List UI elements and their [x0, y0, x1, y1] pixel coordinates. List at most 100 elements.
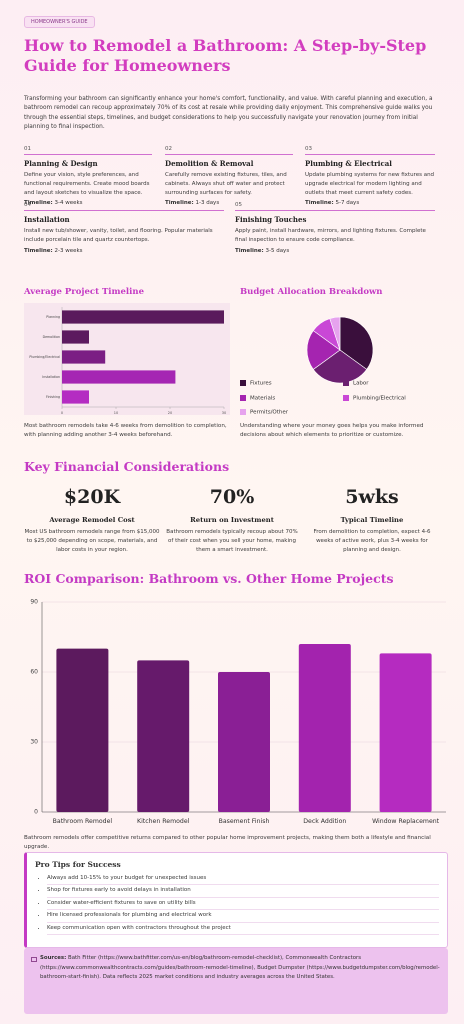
tip: Shop for fixtures early to avoid delays … [47, 885, 439, 898]
x-tick-label: Bathroom Remodel [53, 818, 113, 825]
bar [56, 648, 109, 812]
tips-list: Always add 10-15% to your budget for une… [35, 873, 439, 936]
y-tick-label: Demolition [43, 335, 60, 339]
stat-label: Average Remodel Cost [49, 516, 135, 524]
legend-label: Materials [250, 396, 275, 402]
step: 04 Installation Install new tub/shower, va… [24, 202, 224, 254]
step-title: Demolition & Removal [165, 159, 254, 168]
intro: Transforming your bathroom can significa… [24, 96, 433, 130]
x-tick-label: 20 [168, 411, 172, 415]
sources-icon [31, 957, 37, 962]
legend-label: Fixtures [250, 381, 272, 387]
roi-caption: Bathroom remodels offer competitive retu… [24, 835, 431, 850]
step: 05 Finishing Touches Apply paint, install … [235, 202, 435, 254]
pie-slice [339, 316, 374, 370]
x-tick-label: 10 [114, 411, 118, 415]
tips-box: Pro Tips for Success Always add 10-15% t… [24, 852, 448, 948]
timeline-value: 2-3 weeks [54, 247, 83, 254]
budget-caption: Understanding where your money goes help… [240, 423, 424, 438]
tips-title: Pro Tips for Success [35, 860, 121, 869]
y-tick-label: Planning [46, 315, 60, 319]
bar [298, 644, 351, 812]
stat-text: Most US bathroom remodels range from $15… [24, 529, 160, 553]
step-timeline: Timeline: 2-3 weeks [24, 248, 224, 254]
step-number: 02 [165, 146, 293, 155]
legend-swatch [240, 409, 246, 415]
step-title: Installation [24, 215, 70, 224]
pie-slice [329, 316, 341, 351]
timeline-chart: 0 10 20 30 Planning Demolition Plumbing/Electr… [24, 303, 230, 415]
step-title: Plumbing & Electrical [305, 159, 392, 168]
tip: Consider water-efficient fixtures to sav… [47, 898, 439, 911]
y-tick-label: Installation [42, 375, 60, 379]
step-number: 01 [24, 146, 152, 155]
tip: Hire licensed professionals for plumbing… [47, 910, 439, 923]
y-tick-label: 60 [30, 669, 38, 676]
step-number: 05 [235, 202, 435, 211]
tip: Always add 10-15% to your budget for une… [47, 873, 439, 886]
x-tick-label: Deck Addition [303, 818, 346, 825]
stat-text: From demolition to completion, expect 4-… [313, 529, 431, 553]
legend-swatch [343, 395, 349, 401]
timeline-value: 3-4 weeks [54, 200, 83, 207]
timeline-value: 5-7 days [335, 200, 360, 207]
sources-box: Sources: Bath Fitter (https://www.bathfi… [24, 948, 448, 1014]
step-text: Define your vision, style preferences, a… [24, 172, 150, 196]
timeline-label: Timeline: [24, 200, 53, 207]
sources-label: Sources: [40, 955, 67, 961]
timeline-label: Timeline: [235, 247, 264, 254]
timeline-title: Average Project Timeline [24, 287, 144, 297]
step: 01 Planning & Design Define your vision, s… [24, 146, 152, 206]
y-tick-label: Finishing [46, 395, 60, 399]
x-tick-label: Basement Finish [219, 818, 270, 825]
stat-label: Return on Investment [190, 516, 274, 524]
x-tick-label: 30 [222, 411, 226, 415]
budget-title: Budget Allocation Breakdown [240, 287, 383, 297]
y-tick-label: 90 [30, 599, 38, 606]
legend-swatch [240, 380, 246, 386]
stat: 5wks Typical Timeline From demolition to c… [304, 484, 440, 555]
stat-value: 5wks [345, 486, 399, 508]
step-number: 04 [24, 202, 224, 211]
bar [62, 370, 176, 384]
bar [62, 310, 224, 324]
bar [379, 653, 432, 812]
budget-chart: Fixtures Labor Materials Plumbing/Electrica… [240, 316, 406, 416]
badge: HOMEOWNER'S GUIDE [24, 16, 95, 28]
step-title: Finishing Touches [235, 215, 307, 224]
legend-swatch [240, 395, 246, 401]
step-text: Update plumbing systems for new fixtures… [305, 172, 435, 196]
legend-swatch [343, 380, 349, 386]
timeline-caption: Most bathroom remodels take 4-6 weeks fr… [24, 423, 227, 438]
x-tick-label: Kitchen Remodel [137, 818, 190, 825]
x-tick-label: 0 [61, 411, 63, 415]
bar [218, 672, 270, 812]
pie-slice [312, 349, 368, 384]
y-tick-label: Plumbing/Electrical [29, 355, 60, 359]
step-timeline: Timeline: 3-4 weeks [24, 200, 152, 206]
timeline-label: Timeline: [305, 200, 334, 207]
title: How to Remodel a Bathroom: A Step-by-Ste… [24, 36, 427, 75]
bar [137, 660, 190, 812]
step-timeline: Timeline: 5-7 days [305, 200, 435, 206]
step-timeline: Timeline: 1-3 days [165, 200, 293, 206]
x-tick-label: Window Replacement [372, 818, 440, 825]
stat-value: 70% [209, 486, 255, 508]
stat: $20K Average Remodel Cost Most US bathroom… [24, 484, 160, 555]
y-tick-label: 0 [34, 809, 38, 816]
financial-title: Key Financial Considerations [24, 459, 230, 474]
step-text: Apply paint, install hardware, mirrors, … [235, 228, 426, 243]
step-title: Planning & Design [24, 159, 98, 168]
step: 02 Demolition & Removal Carefully remove e… [165, 146, 293, 206]
sources-text: Bath Fitter (https://www.bathfitter.com/… [40, 955, 440, 981]
step-timeline: Timeline: 3-5 days [235, 248, 435, 254]
bar [62, 330, 89, 344]
timeline-label: Timeline: [24, 247, 53, 254]
y-tick-label: 30 [30, 739, 38, 746]
stat-label: Typical Timeline [340, 516, 404, 524]
step-text: Install new tub/shower, vanity, toilet, … [24, 228, 213, 243]
bar [62, 390, 89, 404]
roi-chart: 0 30 60 90 Bathroom Remodel Kitchen Remodel Ba… [30, 599, 446, 825]
legend-label: Plumbing/Electrical [353, 396, 406, 402]
